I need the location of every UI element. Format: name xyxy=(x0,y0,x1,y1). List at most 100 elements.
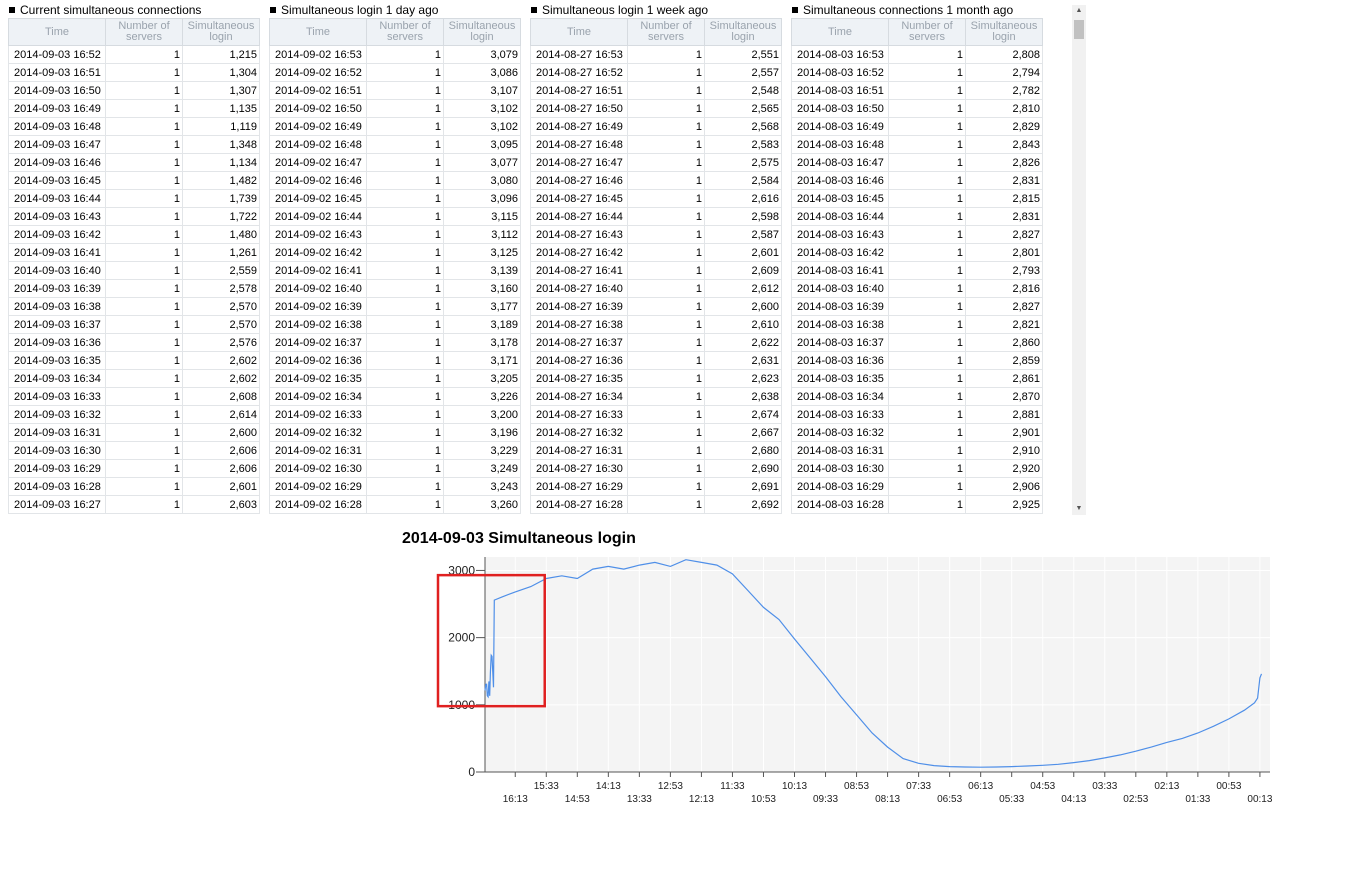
table-row[interactable]: 2014-08-03 16:47 1 2,826 xyxy=(791,153,1043,172)
vertical-scrollbar[interactable]: ▲ ▼ xyxy=(1072,5,1086,515)
table-row[interactable]: 2014-09-02 16:52 1 3,086 xyxy=(269,63,521,82)
table-row[interactable]: 2014-08-03 16:35 1 2,861 xyxy=(791,369,1043,388)
table-row[interactable]: 2014-09-02 16:30 1 3,249 xyxy=(269,459,521,478)
table-row[interactable]: 2014-09-02 16:36 1 3,171 xyxy=(269,351,521,370)
table-row[interactable]: 2014-09-02 16:53 1 3,079 xyxy=(269,45,521,64)
table-row[interactable]: 2014-09-03 16:48 1 1,119 xyxy=(8,117,260,136)
table-row[interactable]: 2014-08-03 16:45 1 2,815 xyxy=(791,189,1043,208)
table-row[interactable]: 2014-09-03 16:50 1 1,307 xyxy=(8,81,260,100)
column-header-servers[interactable]: Number of servers xyxy=(627,18,705,46)
table-row[interactable]: 2014-09-03 16:38 1 2,570 xyxy=(8,297,260,316)
table-row[interactable]: 2014-09-02 16:43 1 3,112 xyxy=(269,225,521,244)
table-row[interactable]: 2014-09-02 16:31 1 3,229 xyxy=(269,441,521,460)
table-row[interactable]: 2014-08-27 16:42 1 2,601 xyxy=(530,243,782,262)
table-row[interactable]: 2014-08-03 16:48 1 2,843 xyxy=(791,135,1043,154)
table-row[interactable]: 2014-08-27 16:41 1 2,609 xyxy=(530,261,782,280)
table-row[interactable]: 2014-08-03 16:31 1 2,910 xyxy=(791,441,1043,460)
table-row[interactable]: 2014-09-02 16:33 1 3,200 xyxy=(269,405,521,424)
table-row[interactable]: 2014-09-02 16:46 1 3,080 xyxy=(269,171,521,190)
table-row[interactable]: 2014-08-27 16:46 1 2,584 xyxy=(530,171,782,190)
table-row[interactable]: 2014-09-03 16:42 1 1,480 xyxy=(8,225,260,244)
table-row[interactable]: 2014-08-03 16:32 1 2,901 xyxy=(791,423,1043,442)
table-row[interactable]: 2014-08-27 16:28 1 2,692 xyxy=(530,495,782,514)
table-row[interactable]: 2014-09-02 16:34 1 3,226 xyxy=(269,387,521,406)
table-row[interactable]: 2014-08-03 16:30 1 2,920 xyxy=(791,459,1043,478)
table-row[interactable]: 2014-08-03 16:42 1 2,801 xyxy=(791,243,1043,262)
table-row[interactable]: 2014-09-03 16:31 1 2,600 xyxy=(8,423,260,442)
table-row[interactable]: 2014-08-03 16:40 1 2,816 xyxy=(791,279,1043,298)
table-row[interactable]: 2014-08-27 16:36 1 2,631 xyxy=(530,351,782,370)
table-row[interactable]: 2014-08-03 16:41 1 2,793 xyxy=(791,261,1043,280)
table-row[interactable]: 2014-08-03 16:52 1 2,794 xyxy=(791,63,1043,82)
table-row[interactable]: 2014-09-03 16:44 1 1,739 xyxy=(8,189,260,208)
table-row[interactable]: 2014-08-03 16:43 1 2,827 xyxy=(791,225,1043,244)
table-row[interactable]: 2014-08-27 16:45 1 2,616 xyxy=(530,189,782,208)
table-row[interactable]: 2014-08-03 16:29 1 2,906 xyxy=(791,477,1043,496)
table-row[interactable]: 2014-08-03 16:44 1 2,831 xyxy=(791,207,1043,226)
table-row[interactable]: 2014-09-03 16:34 1 2,602 xyxy=(8,369,260,388)
table-row[interactable]: 2014-08-03 16:51 1 2,782 xyxy=(791,81,1043,100)
table-row[interactable]: 2014-09-03 16:46 1 1,134 xyxy=(8,153,260,172)
column-header-servers[interactable]: Number of servers xyxy=(366,18,444,46)
table-row[interactable]: 2014-09-03 16:49 1 1,135 xyxy=(8,99,260,118)
column-header-login[interactable]: Simultaneous login xyxy=(965,18,1043,46)
column-header-login[interactable]: Simultaneous login xyxy=(182,18,260,46)
table-row[interactable]: 2014-08-03 16:37 1 2,860 xyxy=(791,333,1043,352)
column-header-time[interactable]: Time xyxy=(530,18,628,46)
table-row[interactable]: 2014-09-03 16:39 1 2,578 xyxy=(8,279,260,298)
table-row[interactable]: 2014-08-27 16:44 1 2,598 xyxy=(530,207,782,226)
table-row[interactable]: 2014-09-03 16:27 1 2,603 xyxy=(8,495,260,514)
table-row[interactable]: 2014-09-03 16:47 1 1,348 xyxy=(8,135,260,154)
column-header-time[interactable]: Time xyxy=(8,18,106,46)
table-row[interactable]: 2014-08-03 16:34 1 2,870 xyxy=(791,387,1043,406)
table-row[interactable]: 2014-08-27 16:43 1 2,587 xyxy=(530,225,782,244)
table-row[interactable]: 2014-08-27 16:38 1 2,610 xyxy=(530,315,782,334)
table-row[interactable]: 2014-09-02 16:48 1 3,095 xyxy=(269,135,521,154)
table-row[interactable]: 2014-09-02 16:32 1 3,196 xyxy=(269,423,521,442)
triangle-down-icon[interactable]: ▼ xyxy=(1075,505,1083,512)
table-row[interactable]: 2014-09-02 16:38 1 3,189 xyxy=(269,315,521,334)
table-row[interactable]: 2014-09-03 16:32 1 2,614 xyxy=(8,405,260,424)
table-row[interactable]: 2014-09-03 16:41 1 1,261 xyxy=(8,243,260,262)
table-row[interactable]: 2014-09-03 16:28 1 2,601 xyxy=(8,477,260,496)
table-row[interactable]: 2014-08-03 16:39 1 2,827 xyxy=(791,297,1043,316)
column-header-time[interactable]: Time xyxy=(269,18,367,46)
table-row[interactable]: 2014-09-03 16:33 1 2,608 xyxy=(8,387,260,406)
table-row[interactable]: 2014-09-02 16:45 1 3,096 xyxy=(269,189,521,208)
table-row[interactable]: 2014-08-27 16:33 1 2,674 xyxy=(530,405,782,424)
table-row[interactable]: 2014-08-27 16:35 1 2,623 xyxy=(530,369,782,388)
table-row[interactable]: 2014-09-02 16:39 1 3,177 xyxy=(269,297,521,316)
table-row[interactable]: 2014-08-27 16:51 1 2,548 xyxy=(530,81,782,100)
column-header-servers[interactable]: Number of servers xyxy=(105,18,183,46)
table-row[interactable]: 2014-09-02 16:49 1 3,102 xyxy=(269,117,521,136)
table-row[interactable]: 2014-08-03 16:33 1 2,881 xyxy=(791,405,1043,424)
table-row[interactable]: 2014-09-02 16:29 1 3,243 xyxy=(269,477,521,496)
table-row[interactable]: 2014-09-02 16:42 1 3,125 xyxy=(269,243,521,262)
table-row[interactable]: 2014-09-03 16:51 1 1,304 xyxy=(8,63,260,82)
table-row[interactable]: 2014-09-02 16:37 1 3,178 xyxy=(269,333,521,352)
table-row[interactable]: 2014-08-27 16:48 1 2,583 xyxy=(530,135,782,154)
table-row[interactable]: 2014-08-27 16:29 1 2,691 xyxy=(530,477,782,496)
table-row[interactable]: 2014-08-27 16:49 1 2,568 xyxy=(530,117,782,136)
table-row[interactable]: 2014-09-03 16:29 1 2,606 xyxy=(8,459,260,478)
table-row[interactable]: 2014-08-27 16:40 1 2,612 xyxy=(530,279,782,298)
table-row[interactable]: 2014-09-03 16:35 1 2,602 xyxy=(8,351,260,370)
table-row[interactable]: 2014-09-02 16:44 1 3,115 xyxy=(269,207,521,226)
table-row[interactable]: 2014-09-02 16:41 1 3,139 xyxy=(269,261,521,280)
table-row[interactable]: 2014-08-27 16:30 1 2,690 xyxy=(530,459,782,478)
table-row[interactable]: 2014-09-03 16:43 1 1,722 xyxy=(8,207,260,226)
table-row[interactable]: 2014-08-27 16:53 1 2,551 xyxy=(530,45,782,64)
table-row[interactable]: 2014-08-03 16:46 1 2,831 xyxy=(791,171,1043,190)
table-row[interactable]: 2014-08-27 16:31 1 2,680 xyxy=(530,441,782,460)
table-row[interactable]: 2014-08-27 16:47 1 2,575 xyxy=(530,153,782,172)
table-row[interactable]: 2014-09-03 16:37 1 2,570 xyxy=(8,315,260,334)
table-row[interactable]: 2014-09-02 16:35 1 3,205 xyxy=(269,369,521,388)
table-row[interactable]: 2014-08-27 16:50 1 2,565 xyxy=(530,99,782,118)
table-row[interactable]: 2014-08-03 16:28 1 2,925 xyxy=(791,495,1043,514)
scrollbar-thumb[interactable] xyxy=(1074,20,1084,39)
table-row[interactable]: 2014-09-03 16:36 1 2,576 xyxy=(8,333,260,352)
column-header-servers[interactable]: Number of servers xyxy=(888,18,966,46)
table-row[interactable]: 2014-08-27 16:52 1 2,557 xyxy=(530,63,782,82)
table-row[interactable]: 2014-09-02 16:47 1 3,077 xyxy=(269,153,521,172)
column-header-time[interactable]: Time xyxy=(791,18,889,46)
